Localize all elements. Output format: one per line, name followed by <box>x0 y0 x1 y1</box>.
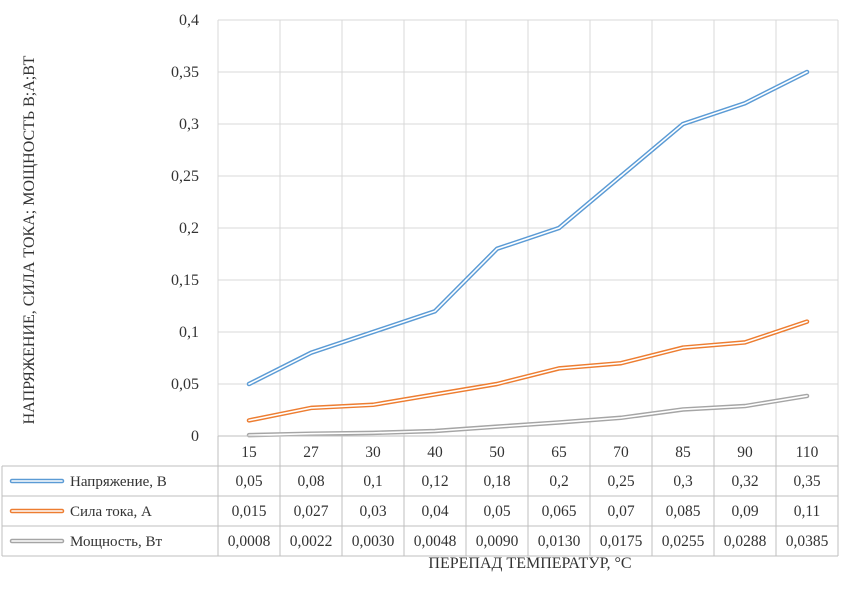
y-axis-tick-labels: 0 0,05 0,1 0,15 0,2 0,25 0,3 0,35 0,4 <box>171 12 199 445</box>
x-tick-label: 90 <box>737 444 753 461</box>
series-line-highlight <box>248 71 808 385</box>
y-axis-title: НАПРЯЖЕНИЕ, СИЛА ТОКА; МОЩНОСТЬ В;А;ВТ <box>21 55 38 424</box>
data-label: 0,015 <box>232 503 267 520</box>
series-lines <box>246 69 810 438</box>
data-label: 0,08 <box>297 473 324 490</box>
y-tick-label: 0 <box>191 428 199 445</box>
series-line-highlight <box>248 395 808 436</box>
legend-label: Сила тока, А <box>70 504 152 520</box>
data-label: 0,04 <box>421 503 448 520</box>
data-label: 0,0048 <box>414 533 457 550</box>
data-label: 0,0288 <box>724 533 767 550</box>
legend-label: Напряжение, В <box>70 474 167 490</box>
x-tick-label: 30 <box>365 444 381 461</box>
legend-label: Мощность, Вт <box>70 534 162 550</box>
data-label: 0,3 <box>673 473 693 490</box>
y-tick-label: 0,3 <box>179 116 199 133</box>
data-label: 0,2 <box>549 473 568 490</box>
y-tick-label: 0,1 <box>179 324 199 341</box>
x-tick-label: 15 <box>241 444 257 461</box>
data-label: 0,07 <box>607 503 634 520</box>
x-tick-label: 65 <box>551 444 567 461</box>
data-label: 0,11 <box>794 503 821 520</box>
data-label: 0,085 <box>666 503 701 520</box>
data-label: 0,25 <box>607 473 634 490</box>
x-tick-label: 110 <box>796 444 819 461</box>
data-label: 0,09 <box>731 503 758 520</box>
y-tick-label: 0,05 <box>171 376 199 393</box>
data-label: 0,0090 <box>476 533 519 550</box>
x-tick-label: 27 <box>303 444 319 461</box>
data-label: 0,0175 <box>600 533 643 550</box>
data-label: 0,027 <box>294 503 329 520</box>
x-tick-label: 70 <box>613 444 629 461</box>
data-label: 0,05 <box>483 503 510 520</box>
gridlines <box>217 19 839 436</box>
data-label: 0,0255 <box>662 533 705 550</box>
x-axis-title: ПЕРЕПАД ТЕМПЕРАТУР, °С <box>428 555 631 572</box>
data-label: 0,03 <box>359 503 386 520</box>
data-label: 0,18 <box>483 473 510 490</box>
data-label: 0,32 <box>731 473 758 490</box>
x-tick-label: 50 <box>489 444 505 461</box>
x-tick-label: 40 <box>427 444 443 461</box>
y-tick-label: 0,2 <box>179 220 199 237</box>
y-tick-label: 0,35 <box>171 64 199 81</box>
data-table: 15 27 30 40 50 65 70 85 90 110 Напряжение, В 0,05 0,… <box>1 435 839 557</box>
data-label: 0,0022 <box>290 533 333 550</box>
data-label: 0,05 <box>235 473 262 490</box>
x-tick-label: 85 <box>675 444 691 461</box>
data-label: 0,065 <box>542 503 577 520</box>
data-label: 0,0008 <box>228 533 271 550</box>
y-tick-label: 0,4 <box>179 12 199 29</box>
series-line-highlight <box>248 320 808 422</box>
data-label: 0,0130 <box>538 533 581 550</box>
data-label: 0,12 <box>421 473 448 490</box>
data-label: 0,35 <box>793 473 820 490</box>
y-tick-label: 0,15 <box>171 272 199 289</box>
data-label: 0,0030 <box>352 533 395 550</box>
data-label: 0,0385 <box>786 533 829 550</box>
data-label: 0,1 <box>363 473 382 490</box>
y-tick-label: 0,25 <box>171 168 199 185</box>
